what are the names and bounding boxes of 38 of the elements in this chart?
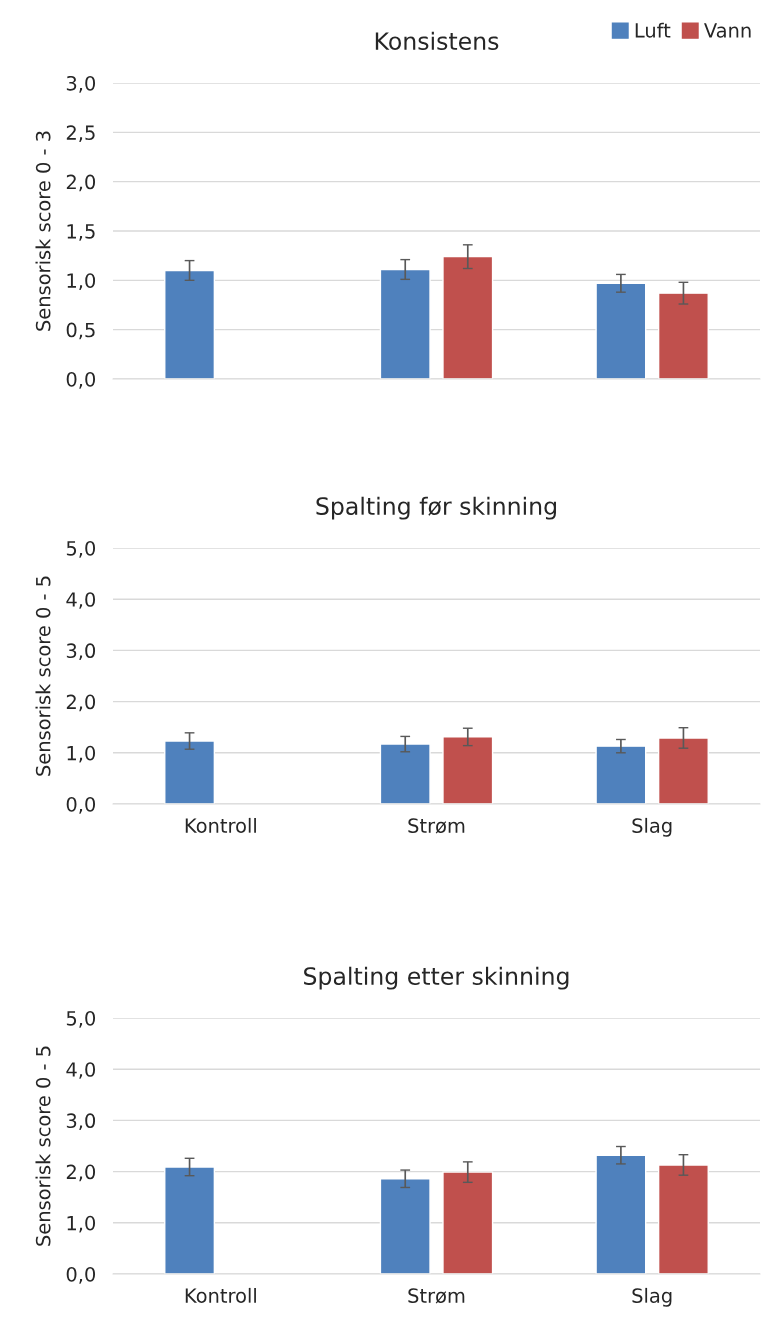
x-tick-label: Slag — [632, 1287, 672, 1307]
y-tick-label: 2,5 — [66, 125, 95, 142]
y-tick-label: 1,0 — [67, 745, 96, 763]
y-tick-label: 0,0 — [66, 1266, 96, 1284]
x-tick-label: Kontroll — [185, 817, 256, 833]
y-tick-label: 0,5 — [66, 322, 95, 340]
y-tick-label: 2,0 — [66, 694, 96, 712]
y-tick-label: 4,0 — [66, 592, 96, 609]
chart-title: Spalting etter skinning — [304, 966, 569, 990]
y-tick-label: 2,0 — [66, 174, 96, 192]
y-tick-label: 3,0 — [66, 643, 96, 661]
y-tick-label: 3,0 — [66, 1113, 96, 1131]
y-tick-label: 5,0 — [66, 540, 96, 558]
y-tick-label: 0,0 — [66, 371, 96, 389]
bar — [379, 743, 431, 804]
bar — [595, 745, 647, 804]
y-axis-title: Sensorisk score 0 - 5 — [35, 1046, 51, 1246]
y-tick-label: 2,0 — [66, 1164, 96, 1182]
chart-title: Spalting før skinning — [316, 496, 556, 520]
y-tick-label: 5,0 — [66, 1010, 96, 1028]
x-tick-label: Kontroll — [185, 1287, 256, 1303]
x-tick-label: Strøm — [408, 1288, 465, 1304]
bar — [657, 737, 709, 804]
bar — [442, 736, 494, 804]
y-axis-title: Sensorisk score 0 - 3 — [35, 131, 51, 331]
y-tick-label: 1,5 — [67, 224, 95, 241]
bar — [164, 740, 216, 804]
y-tick-label: 3,0 — [66, 75, 96, 93]
y-axis-title: Sensorisk score 0 - 5 — [35, 576, 51, 776]
y-tick-label: 1,0 — [67, 273, 96, 290]
legend-label: Vann — [704, 23, 751, 38]
x-tick-label: Slag — [632, 817, 672, 837]
y-tick-label: 0,0 — [66, 796, 96, 814]
y-tick-label: 1,0 — [67, 1215, 96, 1233]
chart-title: Konsistens — [375, 31, 499, 50]
x-tick-label: Strøm — [408, 818, 465, 834]
y-tick-label: 4,0 — [66, 1062, 96, 1079]
legend-label: Luft — [635, 22, 671, 38]
